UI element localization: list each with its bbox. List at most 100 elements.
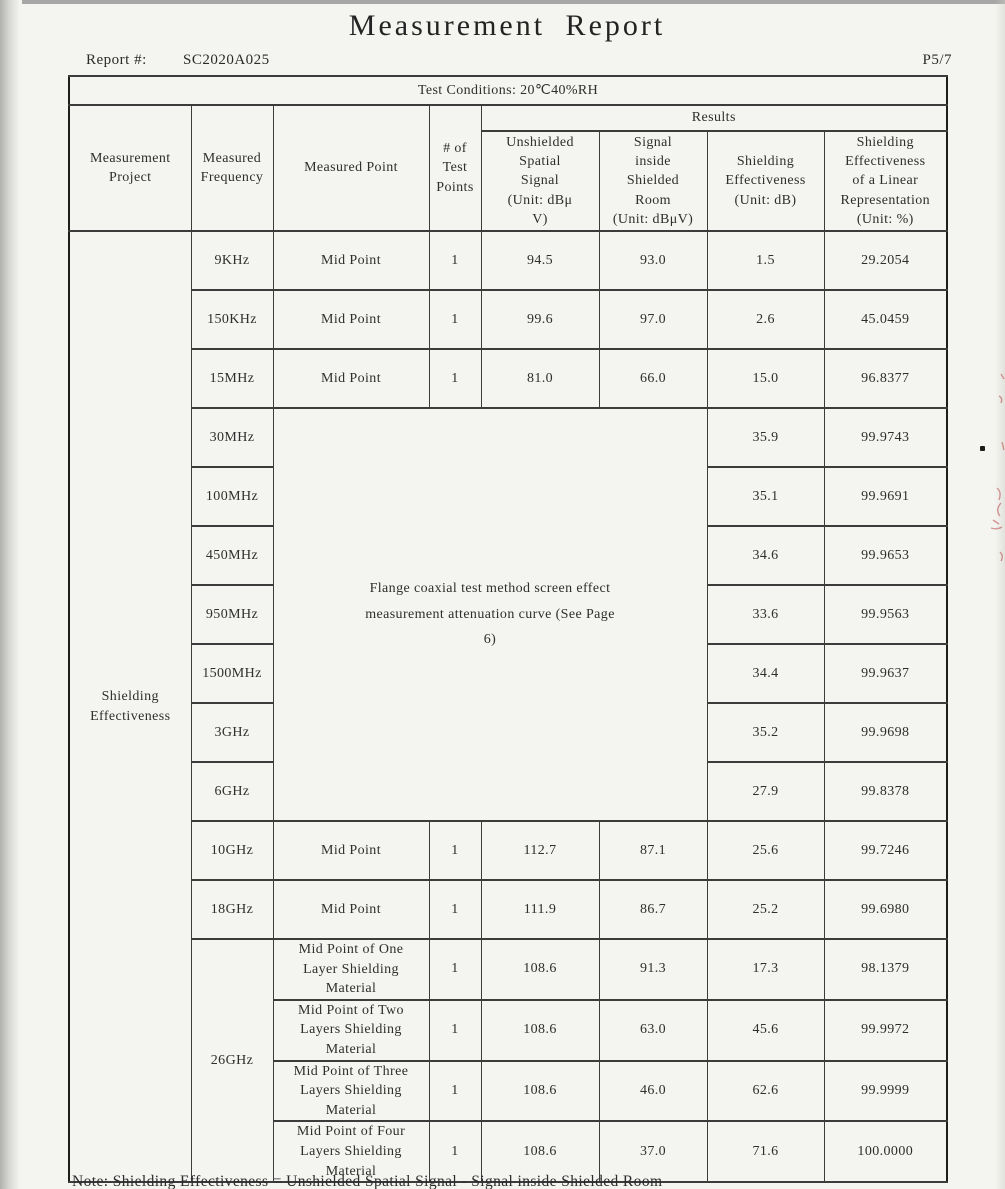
cell-se: 15.0 — [706, 348, 825, 409]
cell-frequency: 15MHz — [190, 348, 274, 409]
cell-frequency: 450MHz — [190, 525, 274, 586]
cell-frequency: 10GHz — [190, 820, 274, 881]
cell-inside: 97.0 — [598, 289, 708, 350]
cell-se: 25.6 — [706, 820, 825, 881]
red-pen-marks-artifact — [990, 373, 1005, 562]
cell-linear: 45.0459 — [823, 289, 948, 350]
cell-test-points: 1 — [428, 1120, 482, 1184]
cell-linear: 99.9637 — [823, 643, 948, 704]
cell-se: 27.9 — [706, 761, 825, 822]
scan-edge-top — [22, 0, 1005, 4]
cell-se: 2.6 — [706, 289, 825, 350]
scan-speck-artifact — [980, 446, 985, 451]
page-title: Measurement Report — [348, 9, 666, 42]
cell-linear: 96.8377 — [823, 348, 948, 409]
cell-inside: 87.1 — [598, 820, 708, 881]
col-header-measured-frequency: Measured Frequency — [190, 104, 274, 232]
cell-measured-point: Mid Point — [272, 348, 430, 409]
col-header-linear-representation: Shielding Effectiveness of a Linear Repr… — [823, 130, 948, 232]
table-row: 15MHz Mid Point 1 81.0 66.0 15.0 96.8377 — [69, 348, 948, 409]
page-number: P5/7 — [922, 52, 952, 68]
cell-measured-point: Mid Point of Four Layers Shielding Mater… — [272, 1120, 430, 1184]
cell-linear: 99.9999 — [823, 1059, 948, 1123]
table-row: Mid Point of Two Layers Shielding Materi… — [69, 998, 948, 1062]
cell-unshielded: 81.0 — [480, 348, 600, 409]
cell-frequency: 950MHz — [190, 584, 274, 645]
cell-frequency: 6GHz — [190, 761, 274, 822]
cell-linear: 99.9563 — [823, 584, 948, 645]
cell-frequency: 18GHz — [190, 879, 274, 940]
cell-measured-point: Mid Point of One Layer Shielding Materia… — [272, 938, 430, 1001]
cell-unshielded: 108.6 — [480, 998, 600, 1062]
cell-se: 17.3 — [706, 938, 825, 1001]
cell-frequency: 9KHz — [190, 230, 274, 291]
cell-se: 34.6 — [706, 525, 825, 586]
table-row: 18GHz Mid Point 1 111.9 86.7 25.2 99.698… — [69, 879, 948, 940]
cell-linear: 99.7246 — [823, 820, 948, 881]
col-header-results: Results — [480, 104, 948, 132]
col-header-signal-inside: Signal inside Shielded Room (Unit: dBμV) — [598, 130, 708, 232]
col-header-unshielded-signal: Unshielded Spatial Signal (Unit: dBμ V) — [480, 130, 600, 232]
cell-unshielded: 108.6 — [480, 1120, 600, 1184]
cell-linear: 99.9653 — [823, 525, 948, 586]
report-number-label: Report #: — [86, 52, 147, 68]
cell-inside: 63.0 — [598, 998, 708, 1062]
table-row: Shielding Effectiveness 9KHz Mid Point 1… — [68, 229, 948, 1184]
footer-note: Note: Shielding Effectiveness = Unshield… — [72, 1173, 663, 1189]
cell-inside: 46.0 — [598, 1059, 708, 1123]
cell-measured-point: Mid Point of Three Layers Shielding Mate… — [272, 1059, 430, 1123]
cell-frequency: 1500MHz — [190, 643, 274, 704]
cell-measured-point: Mid Point of Two Layers Shielding Materi… — [272, 998, 430, 1062]
merged-note-cell: Flange coaxial test method screen effect… — [272, 407, 708, 822]
table-row: 100MHz 35.1 99.9691 — [69, 466, 948, 527]
cell-se: 33.6 — [706, 584, 825, 645]
cell-test-points: 1 — [428, 820, 482, 881]
cell-linear: 99.9691 — [823, 466, 948, 527]
cell-test-points: 1 — [428, 998, 482, 1062]
cell-linear: 99.8378 — [823, 761, 948, 822]
cell-inside: 86.7 — [598, 879, 708, 940]
cell-unshielded: 108.6 — [480, 1059, 600, 1123]
scan-edge-left — [0, 0, 20, 1189]
table-row: 6GHz 27.9 99.8378 — [69, 761, 948, 822]
cell-measurement-project: Shielding Effectiveness — [68, 229, 192, 1184]
measurement-results-table: Test Conditions: 20℃40%RH Measurement Pr… — [68, 75, 949, 1184]
table-row: Mid Point of Three Layers Shielding Mate… — [69, 1059, 948, 1123]
cell-unshielded: 112.7 — [480, 820, 600, 881]
cell-frequency: 3GHz — [190, 702, 274, 763]
cell-se: 35.9 — [706, 407, 825, 468]
table-row: 30MHz Flange coaxial test method screen … — [69, 407, 948, 822]
cell-measured-point: Mid Point — [272, 879, 430, 940]
cell-inside: 91.3 — [598, 938, 708, 1001]
cell-linear: 99.9743 — [823, 407, 948, 468]
cell-unshielded: 99.6 — [480, 289, 600, 350]
table-row: 950MHz 33.6 99.9563 — [69, 584, 948, 645]
table-row: 450MHz 34.6 99.9653 — [69, 525, 948, 586]
cell-test-points: 1 — [428, 938, 482, 1001]
cell-se: 34.4 — [706, 643, 825, 704]
table-row: 10GHz Mid Point 1 112.7 87.1 25.6 99.724… — [69, 820, 948, 881]
table-row: Mid Point of Four Layers Shielding Mater… — [69, 1120, 948, 1184]
cell-linear: 99.9972 — [823, 998, 948, 1062]
cell-unshielded: 94.5 — [480, 230, 600, 291]
cell-linear: 99.6980 — [823, 879, 948, 940]
table-row: 1500MHz 34.4 99.9637 — [69, 643, 948, 704]
scan-edge-right — [995, 0, 1005, 1189]
cell-measured-point: Mid Point — [272, 230, 430, 291]
cell-test-points: 1 — [428, 230, 482, 291]
cell-inside: 93.0 — [598, 230, 708, 291]
cell-test-points: 1 — [428, 1059, 482, 1123]
cell-se: 1.5 — [706, 230, 825, 291]
cell-linear: 99.9698 — [823, 702, 948, 763]
cell-unshielded: 108.6 — [480, 938, 600, 1001]
report-number: SC2020A025 — [183, 52, 270, 68]
cell-se: 35.1 — [706, 466, 825, 527]
col-header-shielding-effectiveness: Shielding Effectiveness (Unit: dB) — [706, 130, 825, 232]
cell-se: 71.6 — [706, 1120, 825, 1184]
cell-unshielded: 111.9 — [480, 879, 600, 940]
col-header-measured-point: Measured Point — [272, 104, 430, 232]
cell-frequency: 26GHz — [190, 937, 274, 1184]
cell-measured-point: Mid Point — [272, 820, 430, 881]
col-header-test-points: # of Test Points — [428, 104, 482, 232]
